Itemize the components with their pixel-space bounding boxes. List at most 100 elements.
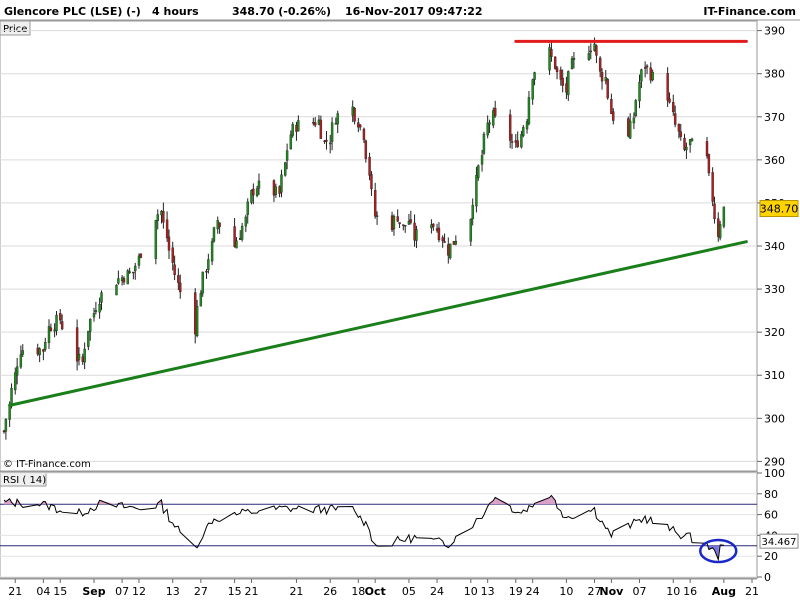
candle-body <box>640 70 642 82</box>
candle-body <box>314 123 316 126</box>
x-tick-label: 26 <box>323 585 337 598</box>
price-tick-label: 380 <box>764 68 785 81</box>
last-price-badge: 348.70 <box>760 201 799 217</box>
candle-body <box>93 313 95 317</box>
candle-body <box>376 216 378 217</box>
candle-body <box>325 140 327 141</box>
candle-body <box>644 67 646 68</box>
candle-body <box>207 259 209 269</box>
candle-body <box>470 219 472 241</box>
price-tick-label: 340 <box>764 240 785 253</box>
rsi-badge-text: 34.467 <box>762 537 797 548</box>
candle-body <box>522 127 524 135</box>
candle-body <box>320 120 322 139</box>
x-tick-label: 21 <box>244 585 258 598</box>
candle-body <box>329 143 331 144</box>
candle-body <box>48 326 50 342</box>
candle-body <box>95 310 97 311</box>
candle-body <box>99 304 101 312</box>
candle-body <box>438 228 440 240</box>
candle-body <box>256 189 258 196</box>
candle-body <box>132 272 134 273</box>
candle-body <box>22 350 24 354</box>
candle-body <box>84 349 86 362</box>
candle-body <box>712 172 714 201</box>
candle-body <box>16 367 18 375</box>
candle-body <box>5 419 7 431</box>
instrument-title: Glencore PLC (LSE) (-) <box>4 5 141 18</box>
candle-body <box>123 278 125 282</box>
candle-body <box>556 68 558 72</box>
candle-body <box>573 58 575 59</box>
rsi-tick-label: 100 <box>764 467 785 480</box>
candle-body <box>612 112 614 121</box>
candle-body <box>44 342 46 349</box>
x-tick-label: 07 <box>115 585 129 598</box>
candle-body <box>534 72 536 79</box>
x-tick-label: 24 <box>526 585 540 598</box>
candle-body <box>20 355 22 367</box>
candle-body <box>318 120 320 124</box>
last-change-label: 348.70 (-0.26%) <box>232 5 331 18</box>
candle-body <box>219 223 221 227</box>
candle-body <box>685 147 687 150</box>
price-tick-label: 300 <box>764 412 785 425</box>
candle-body <box>179 283 181 292</box>
candle-body <box>359 125 361 127</box>
candle-body <box>14 373 16 390</box>
candle-body <box>550 49 552 56</box>
candle-body <box>549 47 551 70</box>
x-tick-label: 15 <box>228 585 242 598</box>
candle-body <box>217 220 219 229</box>
candle-body <box>415 229 417 240</box>
datetime-label: 16-Nov-2017 09:47:22 <box>345 5 483 18</box>
candle-body <box>369 157 371 175</box>
candle-body <box>565 84 567 93</box>
copyright-label: © IT-Finance.com <box>3 459 91 470</box>
candle-body <box>494 108 496 116</box>
candle-body <box>633 118 635 123</box>
candle-body <box>652 72 654 80</box>
candle-body <box>526 122 528 129</box>
x-tick-label: 21 <box>8 585 22 598</box>
candle-body <box>397 217 399 222</box>
x-tick-label: 05 <box>402 585 416 598</box>
candle-body <box>363 129 365 140</box>
candle-body <box>280 175 282 193</box>
candle-body <box>607 79 609 98</box>
price-tick-label: 320 <box>764 326 785 339</box>
candle-body <box>162 211 164 222</box>
candle-body <box>489 123 491 125</box>
candle-body <box>719 224 721 238</box>
x-tick-label: 21 <box>745 585 759 598</box>
candle-body <box>78 354 80 359</box>
candle-body <box>610 99 612 114</box>
price-tick-label: 390 <box>764 25 785 38</box>
price-tick-label: 370 <box>764 111 785 124</box>
x-tick-label: Sep <box>82 585 105 598</box>
price-tick-label: 330 <box>764 283 785 296</box>
candle-body <box>509 115 511 141</box>
x-tick-label: 27 <box>194 585 208 598</box>
price-tick-label: 360 <box>764 154 785 167</box>
candle-body <box>370 174 372 188</box>
candle-body <box>168 237 170 250</box>
candle-body <box>205 271 207 272</box>
candle-body <box>444 241 446 242</box>
candle-body <box>520 134 522 147</box>
candle-body <box>708 155 710 174</box>
candle-body <box>404 225 406 226</box>
candle-body <box>571 59 573 69</box>
candle-body <box>399 222 401 223</box>
candle-body <box>487 123 489 135</box>
candle-body <box>723 207 725 226</box>
x-tick-label: 12 <box>132 585 146 598</box>
candle-body <box>562 78 564 86</box>
x-tick-label: 15 <box>53 585 67 598</box>
candle-body <box>410 220 412 223</box>
rsi-panel <box>0 472 757 578</box>
candle-body <box>160 211 162 215</box>
candle-body <box>172 248 174 263</box>
